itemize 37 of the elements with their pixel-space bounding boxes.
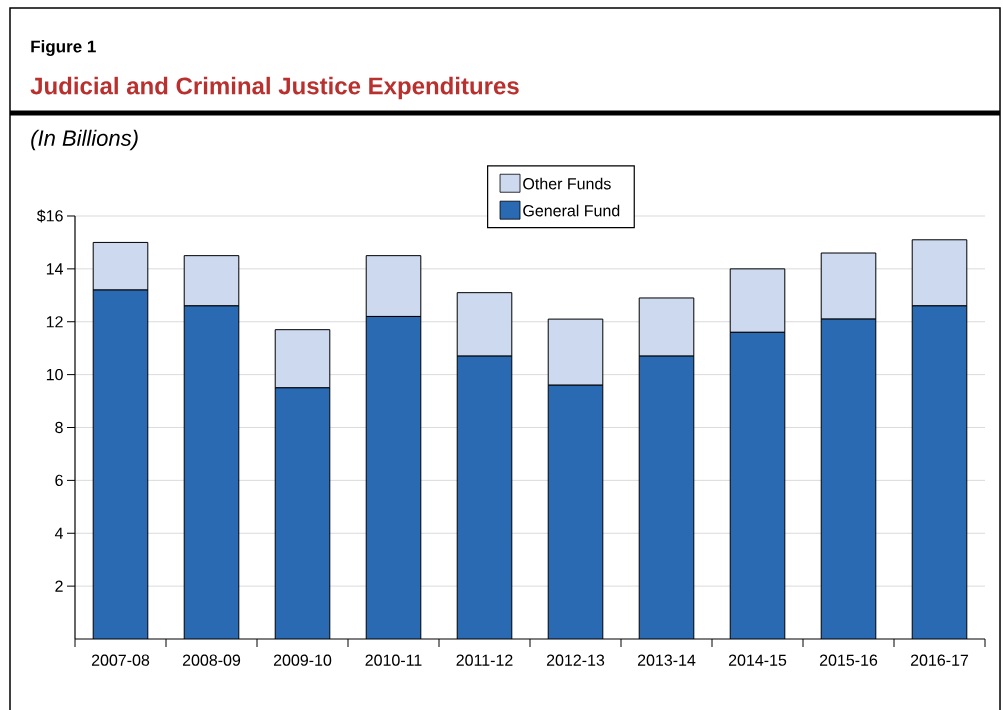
bar <box>93 290 148 639</box>
chart-subtitle: (In Billions) <box>31 129 138 151</box>
y-tick-label: 4 <box>54 527 64 539</box>
x-tick-label: 2013-14 <box>637 654 696 666</box>
bar <box>274 329 331 389</box>
x-tick-label: 2012-13 <box>546 654 605 666</box>
y-tick-label: 6 <box>55 474 63 487</box>
bar <box>730 332 785 639</box>
bar <box>184 305 239 639</box>
x-tick-label: 2015-16 <box>819 654 878 666</box>
x-tick-label: 2009-10 <box>273 654 332 666</box>
y-tick-label: 12 <box>46 316 63 328</box>
y-tick-label: $16 <box>36 209 63 223</box>
x-tick-label: 2008-09 <box>182 654 241 666</box>
y-tick-label: 14 <box>46 263 64 275</box>
x-tick-label: 2010-11 <box>365 654 422 666</box>
legend-label: General Fund <box>523 204 620 217</box>
caption: Figure 1 <box>31 40 96 56</box>
y-tick-label: 8 <box>55 421 63 434</box>
bar <box>639 356 694 639</box>
legend-label: Other Funds <box>523 177 611 190</box>
x-tick-label: 2014-15 <box>728 654 787 666</box>
bar <box>638 297 695 357</box>
y-tick-label: 10 <box>46 368 63 381</box>
x-tick-label: 2016-17 <box>910 654 969 666</box>
x-tick-label: 2007-08 <box>91 654 150 666</box>
x-tick-label: 2011-12 <box>456 654 513 666</box>
bar <box>275 387 330 639</box>
bar <box>547 318 604 386</box>
bar <box>548 385 603 639</box>
bar <box>911 305 968 639</box>
bar <box>457 356 512 639</box>
y-tick-label: 2 <box>55 580 63 592</box>
chart-title: Judicial and Criminal Justice Expenditures <box>30 76 519 100</box>
bar <box>366 316 421 639</box>
bar <box>456 292 513 357</box>
bar <box>821 319 876 639</box>
